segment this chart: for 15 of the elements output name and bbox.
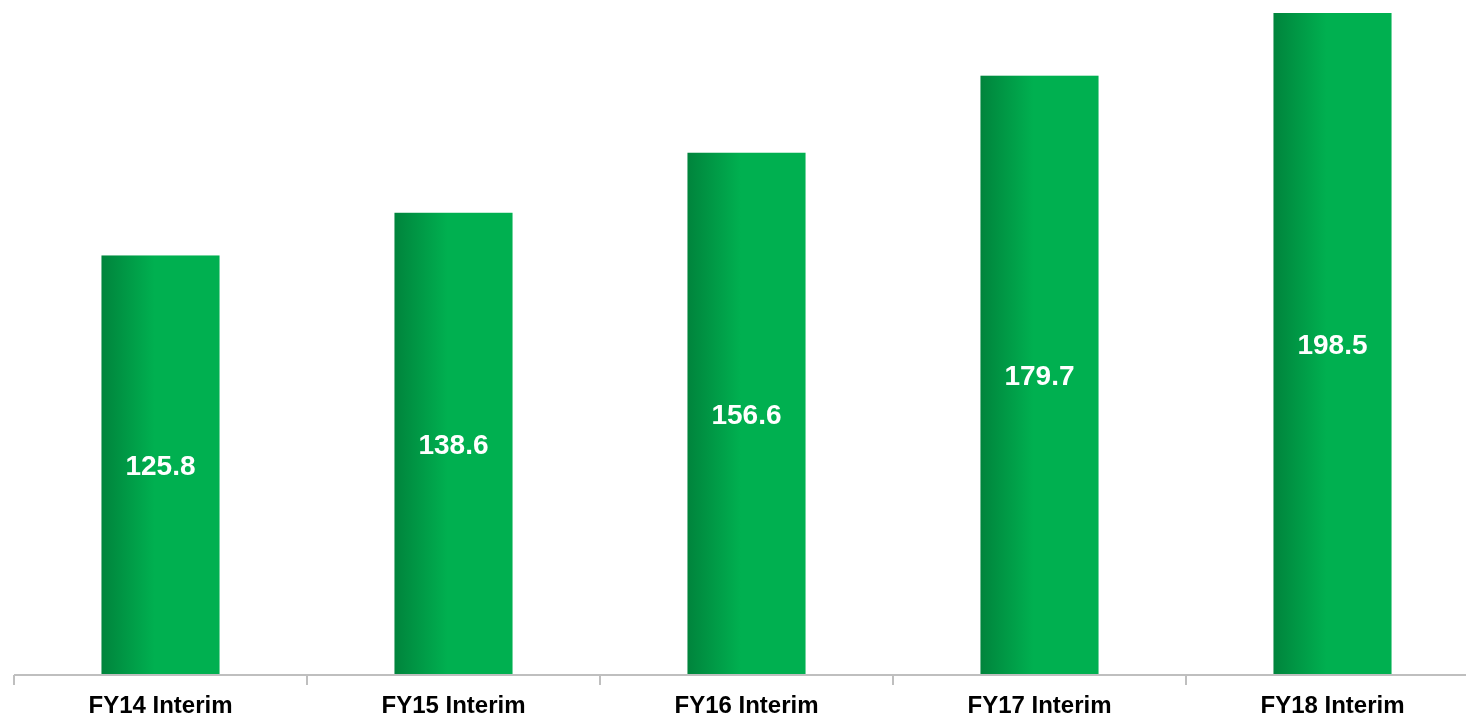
data-label: 156.6 [711, 398, 782, 430]
data-label: 125.8 [125, 450, 196, 482]
x-tick-label: FY18 Interim [1260, 691, 1405, 718]
data-label: 179.7 [1004, 360, 1075, 392]
x-tick-label: FY15 Interim [381, 691, 526, 718]
bar [980, 75, 1099, 675]
bar [1273, 13, 1392, 675]
bar [101, 255, 220, 675]
data-label: 138.6 [418, 428, 489, 460]
x-tick-label: FY14 Interim [88, 691, 233, 718]
x-tick-label: FY17 Interim [967, 691, 1112, 718]
bar [687, 152, 806, 675]
data-label: 198.5 [1297, 329, 1368, 360]
bar [394, 212, 513, 675]
x-tick-label: FY16 Interim [674, 691, 819, 718]
